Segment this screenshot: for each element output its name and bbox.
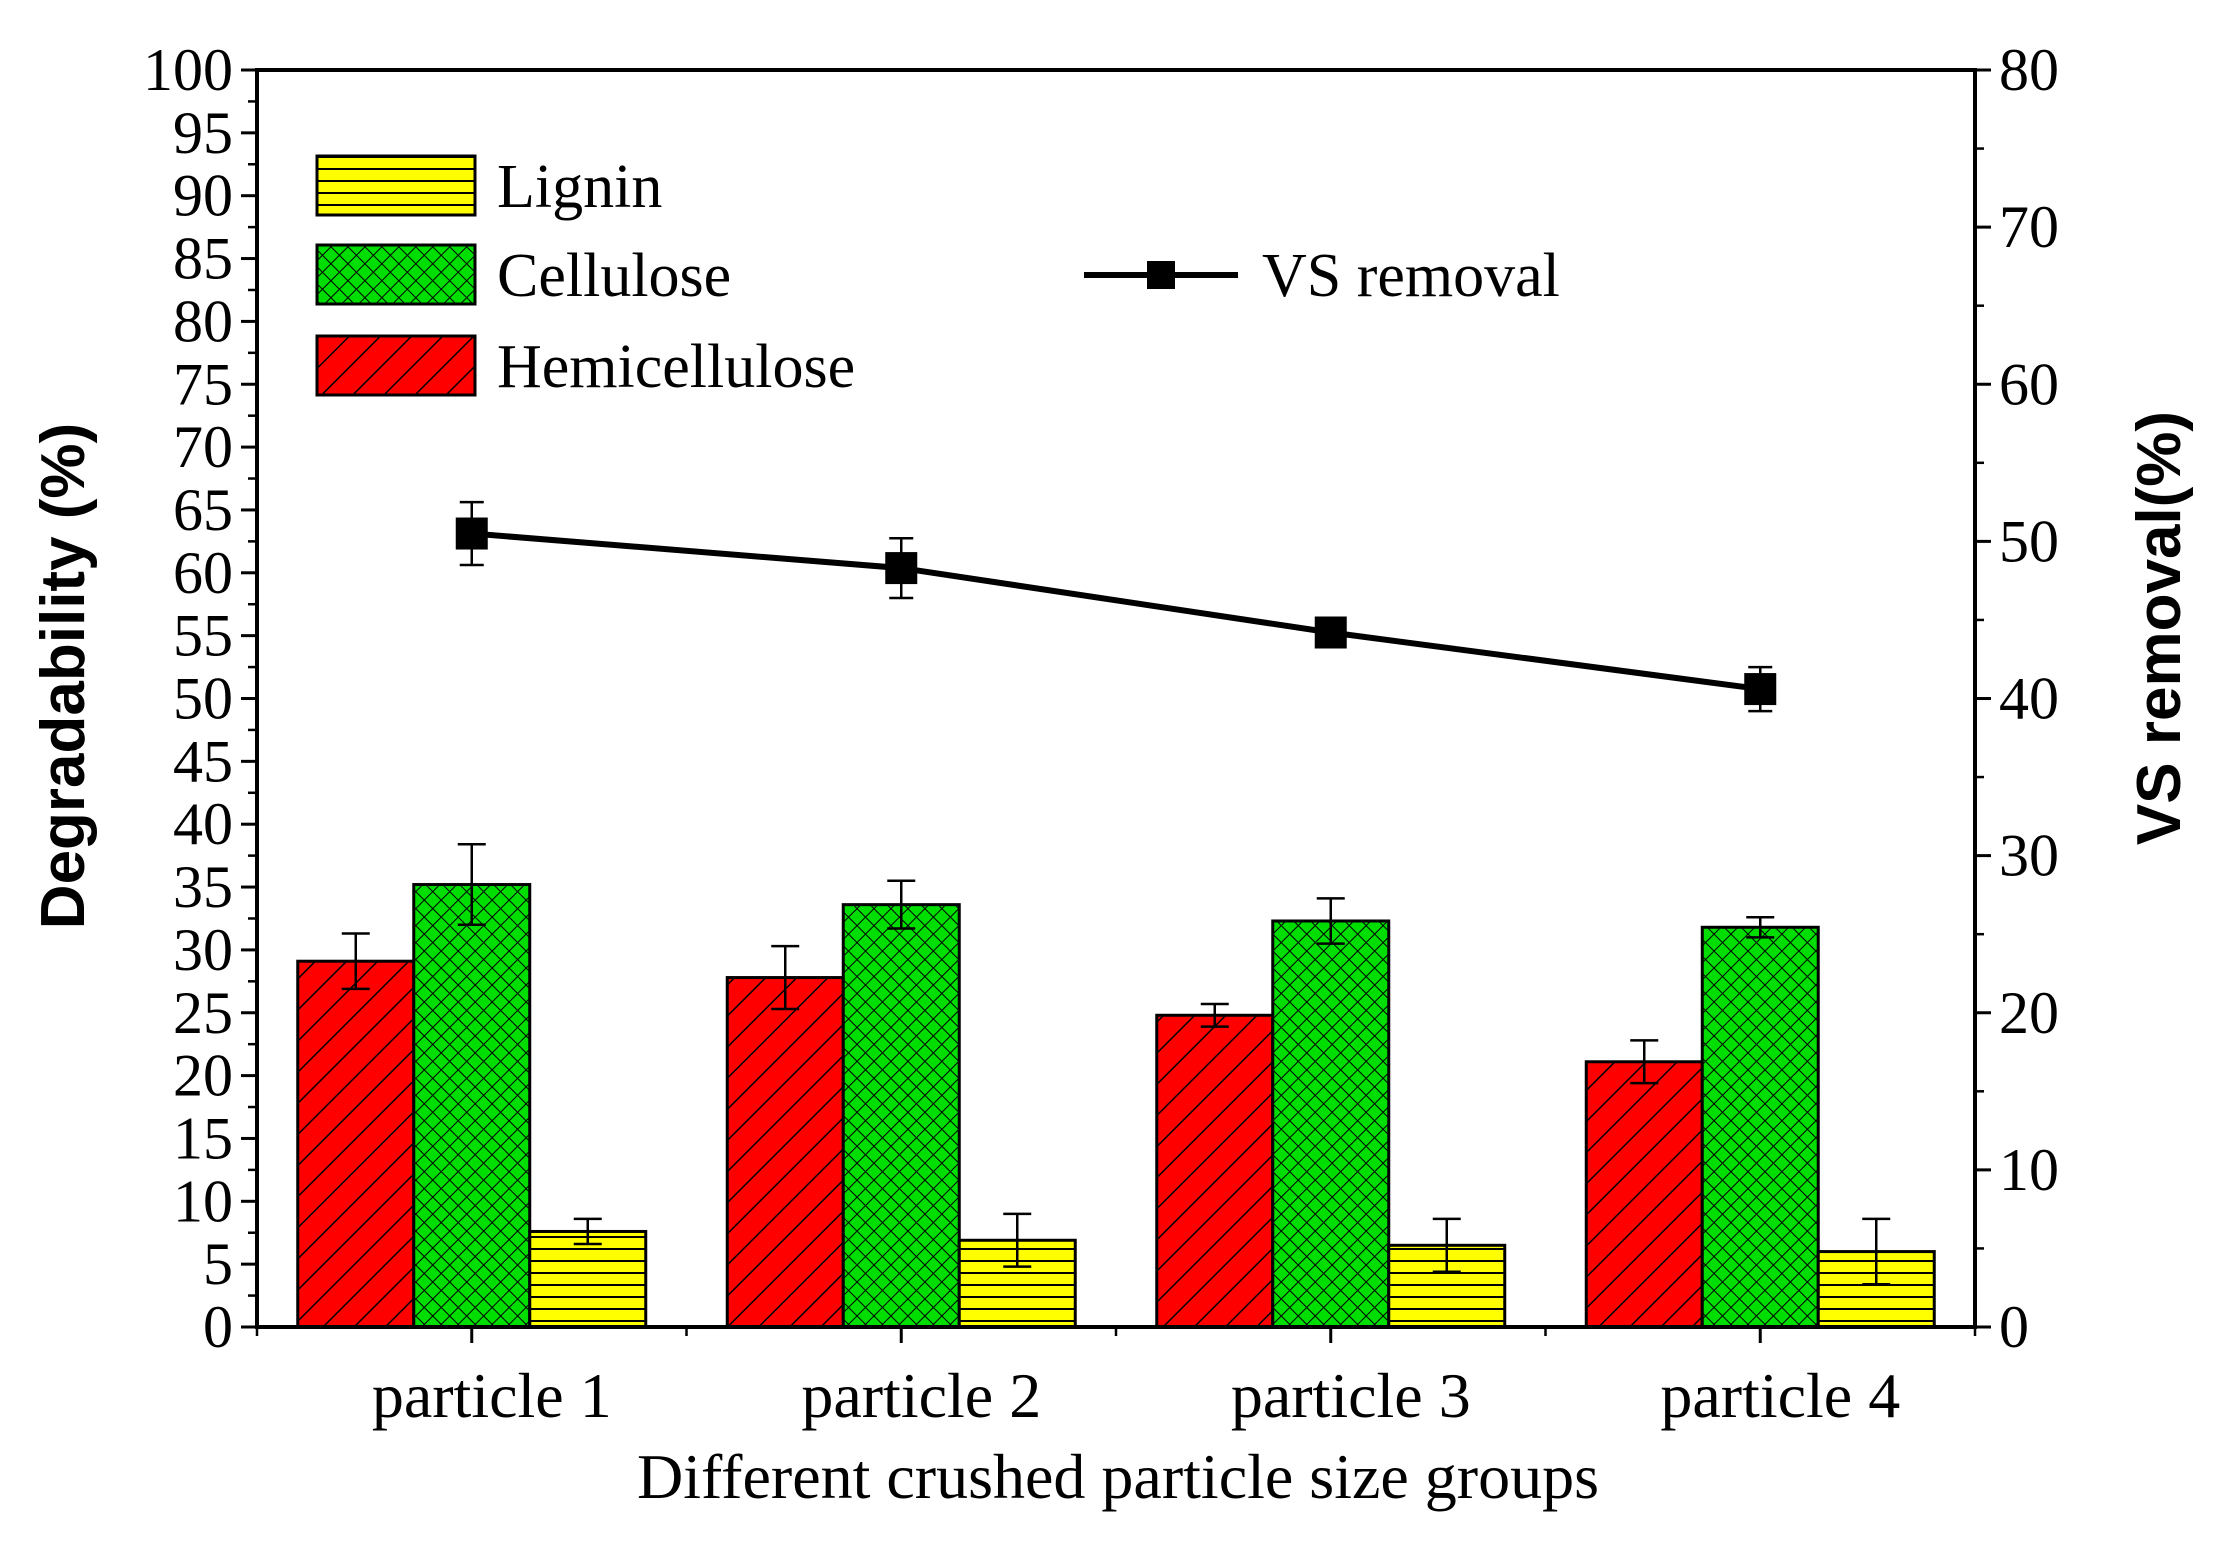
y-left-tick-label: 80 [173,288,233,354]
y-right-tick-label: 0 [1999,1294,2029,1360]
y-left-tick-label: 55 [173,603,233,669]
y-left-tick-label: 0 [203,1294,233,1360]
y-left-tick-label: 65 [173,477,233,543]
y-left-tick-label: 15 [173,1105,233,1171]
y-left-tick-label: 70 [173,414,233,480]
x-axis-title: Different crushed particle size groups [637,1441,1599,1512]
y-right-tick-label: 30 [1999,823,2059,889]
legend-label-cellulose: Cellulose [497,242,731,310]
vs-removal-marker [455,517,488,550]
bar-hemicellulose [1155,1013,1275,1329]
y-left-tick-label: 30 [173,917,233,983]
x-tick-label: particle 1 [372,1360,612,1431]
y-left-tick-label: 5 [203,1231,233,1297]
legend-marker-vs-removal [1147,261,1175,289]
vs-removal-marker [1314,616,1347,649]
legend-label-vs-removal: VS removal [1262,242,1560,310]
legend-swatch-cellulose [315,243,477,306]
legend-swatch-lignin [315,154,477,217]
y-left-tick-label: 45 [173,728,233,794]
bar-cellulose [841,903,961,1329]
y-left-tick-label: 25 [173,980,233,1046]
y-left-tick-label: 10 [173,1168,233,1234]
bar-cellulose [1271,919,1391,1329]
y-right-tick-label: 50 [1999,508,2059,574]
bar-cellulose [412,883,532,1329]
x-tick-label: particle 2 [801,1360,1041,1431]
vs-removal-marker [885,552,918,585]
y-left-tick-label: 50 [173,666,233,732]
y-left-tick-label: 20 [173,1043,233,1109]
x-tick-label: particle 3 [1231,1360,1471,1431]
y-axis-left-title: Degradability (%) [29,423,98,929]
legend-swatch-hemicellulose [315,334,477,397]
bar-lignin [528,1229,648,1329]
y-left-tick-label: 35 [173,854,233,920]
y-left-tick-label: 85 [173,226,233,292]
vs-removal-marker [1744,673,1777,706]
y-axis-right-title: VS removal(%) [2125,411,2194,845]
legend: Lignin Cellulose Hemicellulose VS remova… [315,153,1560,401]
y-right-tick-label: 60 [1999,351,2059,417]
y-right-tick-label: 40 [1999,666,2059,732]
y-right-tick-label: 20 [1999,980,2059,1046]
legend-label-lignin: Lignin [497,153,662,221]
y-right-tick-label: 80 [1999,37,2059,103]
y-right-tick-label: 70 [1999,194,2059,260]
bar-hemicellulose [1584,1060,1704,1329]
y-right-tick-label: 10 [1999,1137,2059,1203]
bar-cellulose [1700,925,1820,1329]
line-layer [455,500,1777,713]
bars-layer [296,843,1936,1329]
bar-hemicellulose [725,976,845,1329]
legend-label-hemicellulose: Hemicellulose [497,333,855,401]
bar-hemicellulose [296,959,416,1329]
axes-layer: 0510152025303540455055606570758085909510… [143,37,2059,1431]
y-left-tick-label: 95 [173,100,233,166]
y-left-tick-label: 40 [173,791,233,857]
y-left-tick-label: 100 [143,37,233,103]
vs-removal-line [471,530,1761,693]
y-left-tick-label: 75 [173,351,233,417]
x-tick-label: particle 4 [1660,1360,1900,1431]
y-left-tick-label: 60 [173,540,233,606]
y-left-tick-label: 90 [173,163,233,229]
